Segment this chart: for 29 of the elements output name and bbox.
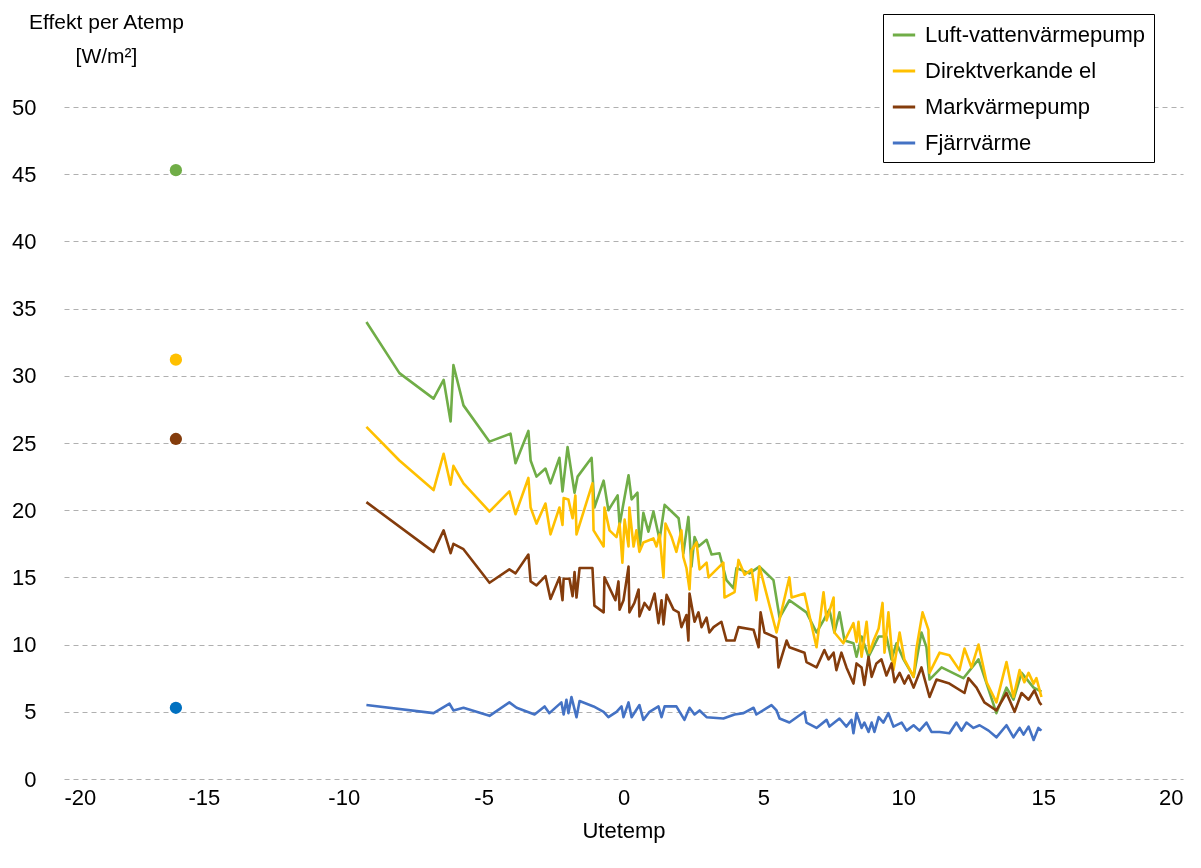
x-tick-label: 10 (891, 784, 916, 810)
x-tick-label: 0 (617, 784, 631, 810)
legend-label: Markvärmepump (925, 94, 1091, 119)
x-axis-title: Utetemp (582, 817, 666, 843)
y-tick-label: 35 (12, 296, 37, 322)
y-tick-label: 50 (12, 94, 37, 120)
y-tick-label: 45 (12, 161, 37, 187)
y-tick-label: 0 (24, 766, 37, 792)
line-series (365, 425, 1043, 704)
y-tick-label: 10 (12, 632, 37, 658)
y-tick-label: 40 (12, 228, 37, 254)
y-tick-label: 15 (12, 564, 37, 590)
x-tick-label: -5 (474, 784, 494, 810)
x-tick-label: 15 (1031, 784, 1056, 810)
legend-label: Fjärrvärme (925, 130, 1032, 155)
y-tick-label: 20 (12, 497, 37, 523)
x-tick-label: 20 (1159, 784, 1184, 810)
x-tick-label: -15 (188, 784, 221, 810)
y-axis-title: Effekt per Atemp [W/m²] (29, 9, 184, 67)
legend-label: Luft-vattenvärmepump (925, 22, 1146, 47)
legend-label: Direktverkande el (925, 58, 1097, 83)
line-series (365, 500, 1043, 714)
x-tick-label: -10 (328, 784, 361, 810)
y-tick-label: 30 (12, 363, 37, 389)
y-tick-label: 25 (12, 430, 37, 456)
x-tick-label: -20 (64, 784, 97, 810)
line-series (365, 695, 1043, 742)
x-tick-label: 5 (757, 784, 770, 810)
y-tick-label: 5 (24, 699, 37, 725)
